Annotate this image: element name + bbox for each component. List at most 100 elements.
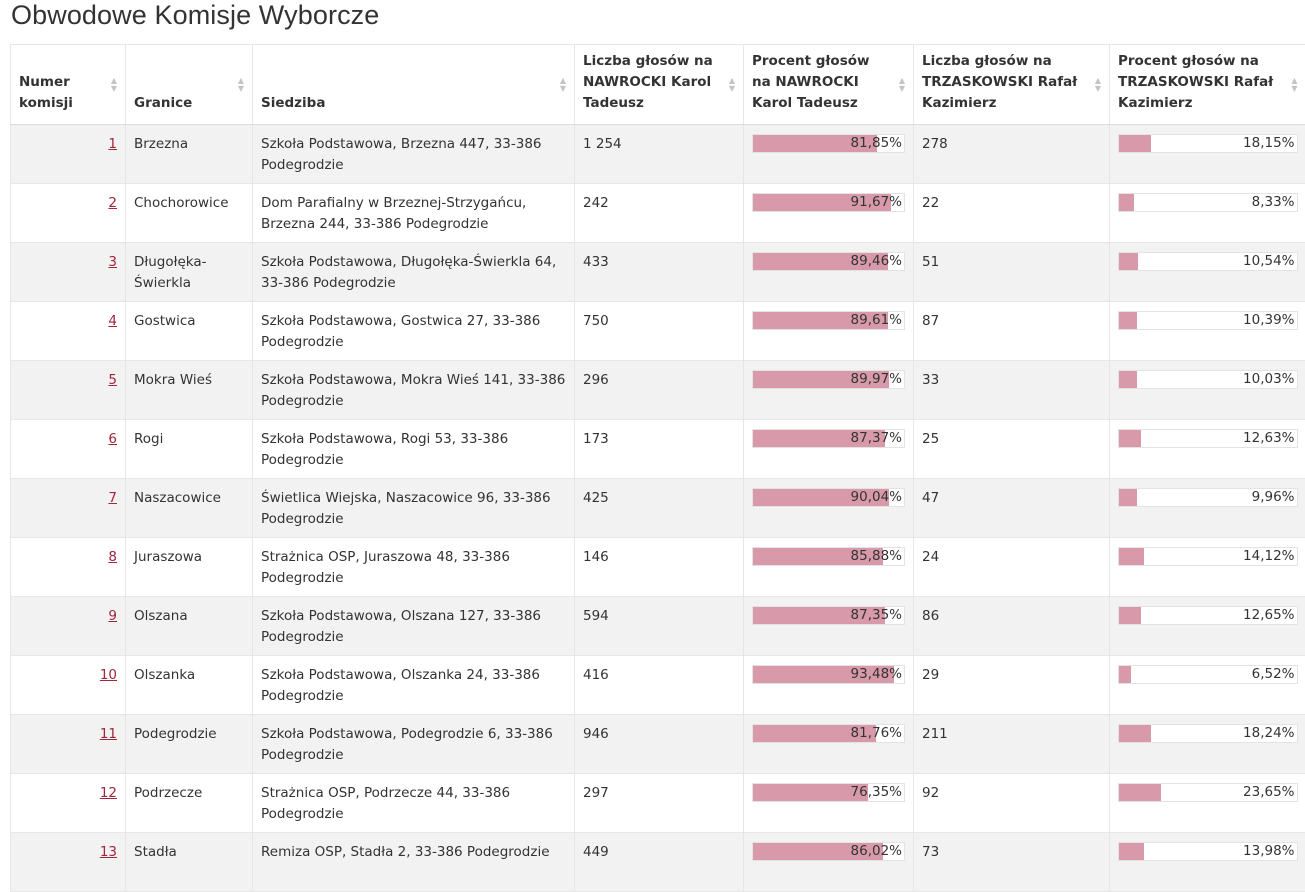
cell-nawrocki-percent: 87,37%: [744, 420, 914, 479]
percent-bar-fill: [1119, 843, 1144, 860]
commission-number-link[interactable]: 4: [108, 313, 117, 329]
header-label: Granice: [134, 95, 192, 111]
sort-icon[interactable]: ▲▼: [238, 77, 244, 93]
commission-number-link[interactable]: 5: [108, 372, 117, 388]
cell-nawrocki-votes: 433: [575, 243, 744, 302]
commissions-table: Numer komisji ▲▼ Granice ▲▼ Siedziba ▲▼ Lic…: [10, 44, 1305, 892]
header-label: Siedziba: [261, 95, 325, 111]
cell-granice: Podrzecze: [126, 774, 253, 833]
commission-number-link[interactable]: 6: [108, 431, 117, 447]
cell-nawrocki-percent: 90,04%: [744, 479, 914, 538]
cell-numer-komisji: 11: [11, 715, 126, 774]
cell-trzaskowski-votes: 87: [914, 302, 1110, 361]
cell-granice: Podegrodzie: [126, 715, 253, 774]
commission-number-link[interactable]: 1: [108, 136, 117, 152]
cell-nawrocki-votes: 297: [575, 774, 744, 833]
percent-bar-fill: [1119, 371, 1137, 388]
commission-number-link[interactable]: 3: [108, 254, 117, 270]
percent-bar: 93,48%: [752, 665, 905, 684]
commission-number-link[interactable]: 10: [100, 667, 117, 683]
cell-siedziba: Szkoła Podstawowa, Rogi 53, 33-386 Podeg…: [253, 420, 575, 479]
cell-trzaskowski-votes: 211: [914, 715, 1110, 774]
cell-siedziba: Strażnica OSP, Podrzecze 44, 33-386 Pode…: [253, 774, 575, 833]
percent-bar: 18,15%: [1118, 134, 1298, 153]
commission-number-link[interactable]: 8: [108, 549, 117, 565]
cell-siedziba: Dom Parafialny w Brzeznej-Strzygańcu, Br…: [253, 184, 575, 243]
cell-trzaskowski-percent: 14,12%: [1110, 538, 1305, 597]
sort-icon[interactable]: ▲▼: [111, 77, 117, 93]
header-numer-komisji[interactable]: Numer komisji ▲▼: [11, 45, 126, 125]
header-label: Procent głosów na NAWROCKI Karol Tadeusz: [752, 53, 869, 111]
commissions-table-wrapper: Numer komisji ▲▼ Granice ▲▼ Siedziba ▲▼ Lic…: [10, 44, 1305, 892]
header-label: Liczba głosów na NAWROCKI Karol Tadeusz: [583, 53, 713, 111]
percent-bar: 87,37%: [752, 429, 905, 448]
percent-bar-fill: [1119, 489, 1137, 506]
percent-bar: 10,39%: [1118, 311, 1298, 330]
commission-number-link[interactable]: 11: [100, 726, 117, 742]
header-siedziba[interactable]: Siedziba ▲▼: [253, 45, 575, 125]
commission-number-link[interactable]: 7: [108, 490, 117, 506]
cell-nawrocki-votes: 296: [575, 361, 744, 420]
percent-bar: 12,65%: [1118, 606, 1298, 625]
cell-numer-komisji: 12: [11, 774, 126, 833]
percent-label: 87,35%: [851, 606, 902, 625]
cell-siedziba: Szkoła Podstawowa, Olszana 127, 33-386 P…: [253, 597, 575, 656]
cell-nawrocki-votes: 449: [575, 833, 744, 892]
commission-number-link[interactable]: 12: [100, 785, 117, 801]
percent-bar: 85,88%: [752, 547, 905, 566]
cell-siedziba: Szkoła Podstawowa, Długołęka-Świerkla 64…: [253, 243, 575, 302]
cell-trzaskowski-percent: 18,15%: [1110, 125, 1305, 184]
cell-trzaskowski-votes: 47: [914, 479, 1110, 538]
header-trzaskowski-votes[interactable]: Liczba głosów na TRZASKOWSKI Rafał Kazim…: [914, 45, 1110, 125]
commission-number-link[interactable]: 2: [108, 195, 117, 211]
header-nawrocki-votes[interactable]: Liczba głosów na NAWROCKI Karol Tadeusz ▲…: [575, 45, 744, 125]
cell-nawrocki-percent: 85,88%: [744, 538, 914, 597]
sort-icon[interactable]: ▲▼: [1095, 77, 1101, 93]
percent-label: 85,88%: [851, 547, 902, 566]
cell-trzaskowski-votes: 86: [914, 597, 1110, 656]
cell-trzaskowski-votes: 51: [914, 243, 1110, 302]
percent-label: 12,63%: [1243, 429, 1294, 448]
cell-trzaskowski-percent: 8,33%: [1110, 184, 1305, 243]
percent-label: 89,46%: [851, 252, 902, 271]
cell-granice: Mokra Wieś: [126, 361, 253, 420]
percent-label: 87,37%: [851, 429, 902, 448]
sort-icon[interactable]: ▲▼: [899, 77, 905, 93]
percent-bar-fill: [1119, 548, 1144, 565]
cell-granice: Długołęka-Świerkla: [126, 243, 253, 302]
cell-nawrocki-percent: 89,61%: [744, 302, 914, 361]
percent-label: 9,96%: [1252, 488, 1295, 507]
cell-nawrocki-percent: 76,35%: [744, 774, 914, 833]
cell-nawrocki-votes: 750: [575, 302, 744, 361]
cell-nawrocki-votes: 1 254: [575, 125, 744, 184]
cell-granice: Olszanka: [126, 656, 253, 715]
commission-number-link[interactable]: 13: [100, 844, 117, 860]
percent-bar: 76,35%: [752, 783, 905, 802]
header-nawrocki-percent[interactable]: Procent głosów na NAWROCKI Karol Tadeusz…: [744, 45, 914, 125]
percent-bar: 23,65%: [1118, 783, 1298, 802]
cell-granice: Rogi: [126, 420, 253, 479]
percent-label: 81,76%: [851, 724, 902, 743]
cell-trzaskowski-percent: 6,52%: [1110, 656, 1305, 715]
cell-nawrocki-votes: 242: [575, 184, 744, 243]
sort-icon[interactable]: ▲▼: [729, 77, 735, 93]
percent-bar-fill: [1119, 666, 1131, 683]
percent-bar: 89,61%: [752, 311, 905, 330]
header-trzaskowski-percent[interactable]: Procent głosów na TRZASKOWSKI Rafał Kazi…: [1110, 45, 1305, 125]
sort-icon[interactable]: ▲▼: [560, 77, 566, 93]
percent-label: 10,54%: [1243, 252, 1294, 271]
header-granice[interactable]: Granice ▲▼: [126, 45, 253, 125]
commission-number-link[interactable]: 9: [108, 608, 117, 624]
percent-bar-fill: [1119, 194, 1134, 211]
percent-bar: 86,02%: [752, 842, 905, 861]
sort-icon[interactable]: ▲▼: [1291, 77, 1297, 93]
header-label: Numer komisji: [19, 74, 73, 111]
cell-trzaskowski-percent: 13,98%: [1110, 833, 1305, 892]
